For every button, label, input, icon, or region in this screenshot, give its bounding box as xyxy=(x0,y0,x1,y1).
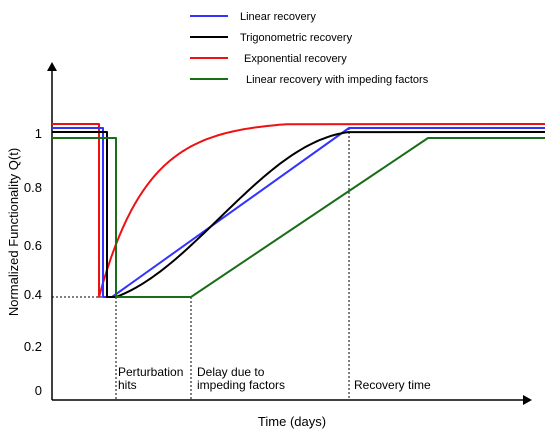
series-line-linear-recovery xyxy=(52,127,545,298)
y-tick-label: 0.6 xyxy=(24,238,42,253)
legend-exponential-recovery-label: Exponential recovery xyxy=(244,53,347,65)
y-tick-label: 1 xyxy=(35,126,42,141)
x-axis-title: Time (days) xyxy=(258,414,326,429)
y-axis-arrow xyxy=(47,62,57,71)
y-tick-label: 0.8 xyxy=(24,180,42,195)
series-line-exponential-recovery xyxy=(52,123,546,298)
annotation-perturbation-hits: Perturbation xyxy=(118,365,183,379)
annotation-delay-impeding: impeding factors xyxy=(197,378,285,392)
legend-trigonometric-recovery-label: Trigonometric recovery xyxy=(240,32,353,44)
x-axis-arrow xyxy=(523,395,532,405)
annotation-perturbation-hits: hits xyxy=(118,378,137,392)
annotation-recovery-time: Recovery time xyxy=(354,378,431,392)
annotation-delay-impeding: Delay due to xyxy=(197,365,265,379)
legend-linear-impeding-label: Linear recovery with impeding factors xyxy=(246,74,429,86)
series-line-linear-recovery-impeding xyxy=(52,137,545,298)
y-tick-label: 0 xyxy=(35,383,42,398)
y-tick-label: 0.4 xyxy=(24,287,42,302)
legend-linear-recovery-label: Linear recovery xyxy=(240,11,316,23)
y-axis-title: Normalized Functionality Q(t) xyxy=(6,148,21,316)
y-tick-label: 0.2 xyxy=(24,339,42,354)
series-line-trigonometric-recovery xyxy=(52,131,546,298)
